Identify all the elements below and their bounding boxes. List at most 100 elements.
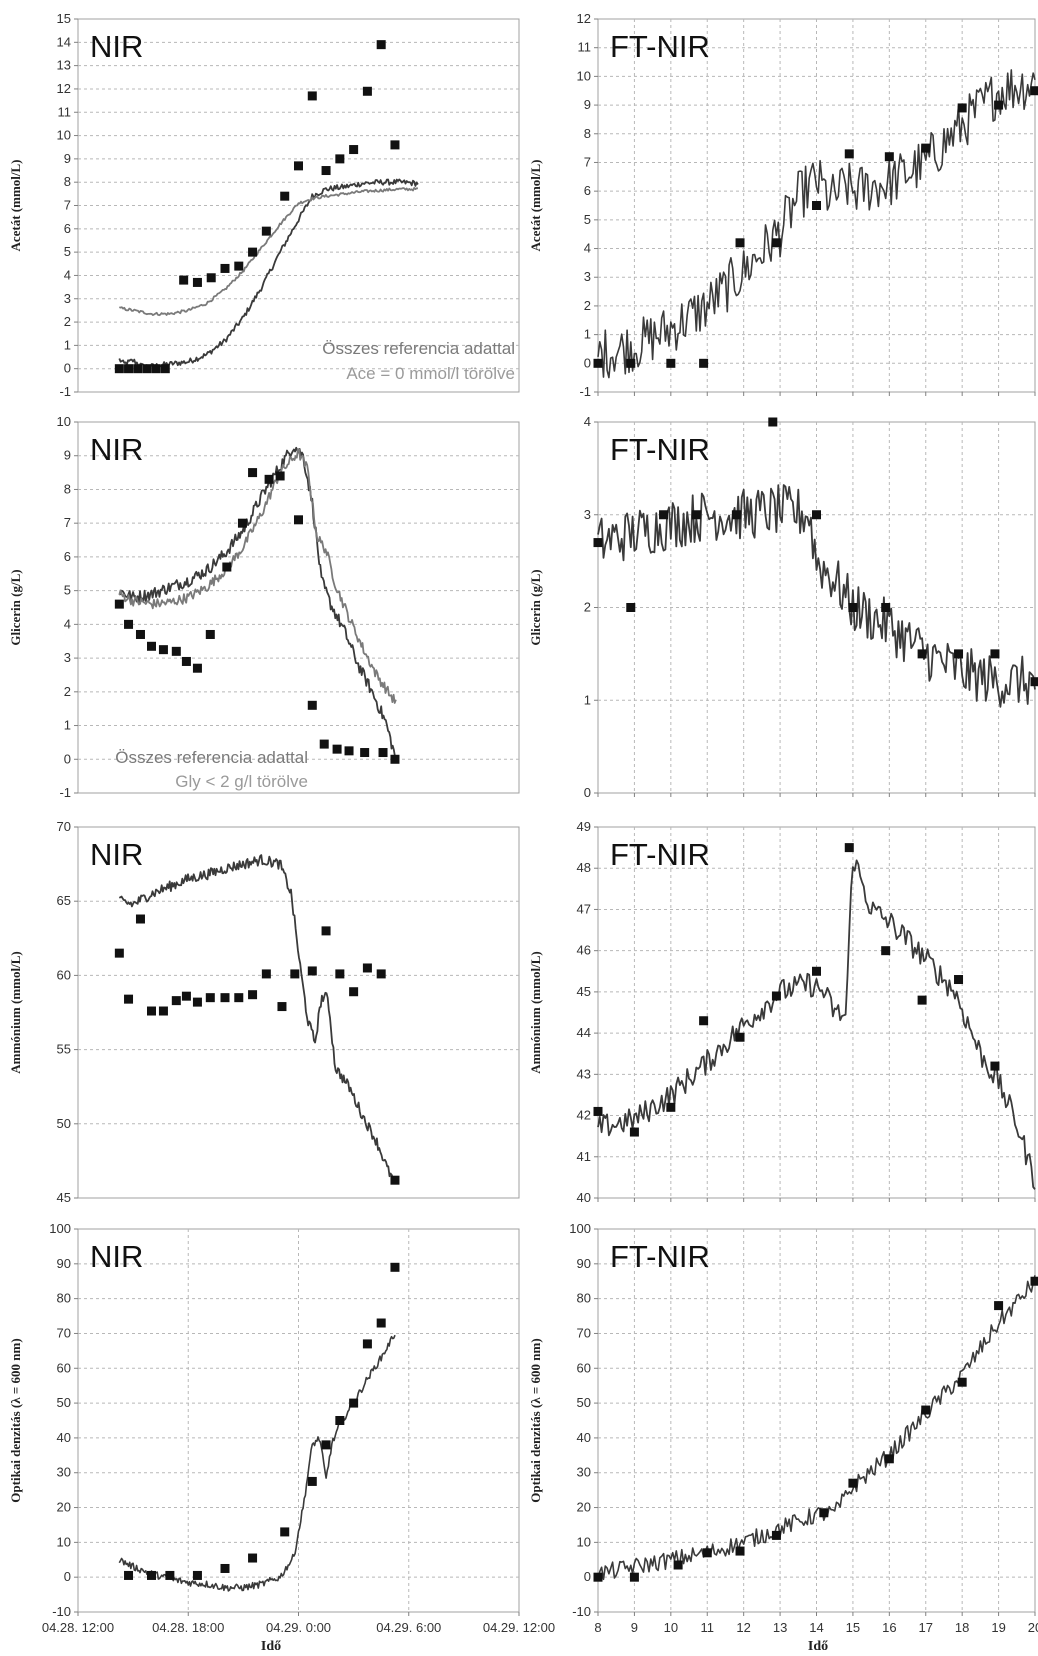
data-point <box>165 1570 175 1580</box>
y-tick-label: 40 <box>577 1190 591 1205</box>
data-point <box>335 1416 345 1425</box>
y-tick-label: 50 <box>57 1395 71 1410</box>
data-point <box>848 1478 858 1488</box>
x-tick-label: 04.29. 6:00 <box>376 1620 441 1635</box>
data-point <box>994 100 1004 110</box>
y-tick-label: 9 <box>64 448 71 463</box>
y-tick-label: 7 <box>64 515 71 530</box>
data-point <box>319 739 329 749</box>
x-tick-label: 19 <box>991 1620 1005 1635</box>
chart-panel-ftnir-od: -10 0 10 20 30 40 50 60 70 80 90 100 8 9 10 11 12 13 14 15 1… <box>528 1221 1038 1635</box>
data-point <box>158 645 168 655</box>
data-point <box>261 969 271 979</box>
data-point <box>275 471 285 481</box>
y-tick-label: 60 <box>577 1360 591 1375</box>
y-tick-label: 3 <box>584 269 591 284</box>
x-tick-label: 18 <box>955 1620 969 1635</box>
y-axis-label: Ammónium (mmol/L) <box>8 951 23 1073</box>
x-tick-label: 15 <box>846 1620 860 1635</box>
y-tick-label: -10 <box>572 1604 591 1619</box>
data-point <box>771 991 781 1001</box>
y-tick-label: 6 <box>64 549 71 564</box>
data-point <box>666 1102 676 1112</box>
y-tick-label: 40 <box>57 1430 71 1445</box>
data-point <box>160 364 170 374</box>
y-tick-label: 5 <box>584 212 591 227</box>
x-tick-label: 04.29. 0:00 <box>266 1620 331 1635</box>
data-point <box>362 1339 372 1349</box>
y-tick-label: 10 <box>577 68 591 83</box>
data-point <box>699 1016 709 1026</box>
y-tick-label: 5 <box>64 244 71 259</box>
annotation: Gly < 2 g/l törölve <box>175 772 308 791</box>
data-point <box>629 1572 639 1582</box>
data-point <box>335 154 345 164</box>
data-point <box>957 103 967 113</box>
panel-title: NIR <box>90 837 143 872</box>
y-tick-label: 4 <box>584 241 591 256</box>
y-tick-label: 20 <box>57 1500 71 1515</box>
y-tick-label: -10 <box>52 1604 71 1619</box>
data-point <box>171 996 181 1006</box>
x-tick-label: 14 <box>809 1620 823 1635</box>
data-point <box>1030 677 1038 687</box>
data-point <box>1030 1276 1038 1286</box>
data-point <box>917 649 927 659</box>
y-tick-label: 4 <box>584 414 591 429</box>
data-point <box>158 1006 168 1016</box>
y-tick-label: 80 <box>577 1291 591 1306</box>
y-tick-label: 70 <box>577 1325 591 1340</box>
y-tick-label: 7 <box>584 154 591 169</box>
series-line-1 <box>118 448 397 704</box>
y-tick-label: 60 <box>57 1360 71 1375</box>
x-tick-label: 9 <box>631 1620 638 1635</box>
y-tick-label: 43 <box>577 1066 591 1081</box>
y-tick-label: 0 <box>584 1569 591 1584</box>
data-point <box>812 201 821 210</box>
y-tick-label: 45 <box>57 1190 71 1205</box>
y-tick-label: 2 <box>584 600 591 615</box>
data-point <box>390 1175 400 1185</box>
data-point <box>124 1570 134 1580</box>
plot-area <box>77 421 520 794</box>
y-tick-label: 14 <box>57 34 71 49</box>
x-tick-label: 10 <box>664 1620 678 1635</box>
data-point <box>234 261 244 271</box>
data-point <box>844 843 854 853</box>
data-point <box>280 1527 290 1537</box>
data-point <box>147 641 156 651</box>
y-axis-label: Acetát (mmol/L) <box>528 159 543 251</box>
data-point <box>220 263 230 273</box>
data-point <box>220 993 230 1003</box>
y-tick-label: 2 <box>584 298 591 313</box>
data-point <box>735 1032 745 1042</box>
y-tick-label: 70 <box>57 819 71 834</box>
data-point <box>659 510 669 520</box>
x-axis-label-right: Idő <box>808 1639 828 1654</box>
panel-title: FT-NIR <box>610 29 710 64</box>
y-tick-label: 55 <box>57 1042 71 1057</box>
y-tick-label: 4 <box>64 616 71 631</box>
data-point <box>248 1553 258 1563</box>
data-point <box>147 1006 156 1016</box>
data-point <box>731 510 741 520</box>
data-point <box>332 744 342 754</box>
panel-title: FT-NIR <box>610 1239 710 1274</box>
data-point <box>114 599 124 609</box>
data-point <box>844 149 854 159</box>
y-tick-label: 10 <box>57 414 71 429</box>
data-point <box>349 145 359 155</box>
data-point <box>735 238 745 248</box>
data-point <box>702 1548 712 1558</box>
y-tick-label: 41 <box>577 1149 591 1164</box>
chart-panel-nir-glicerin: -1 0 1 2 3 4 5 6 7 8 9 10 Összes referencia adattal G… <box>8 414 520 800</box>
y-tick-label: 8 <box>584 126 591 141</box>
y-tick-label: 49 <box>577 819 591 834</box>
data-point <box>321 166 331 176</box>
data-point <box>921 143 931 153</box>
x-tick-label: 04.28. 12:00 <box>42 1620 114 1635</box>
data-point <box>133 364 143 374</box>
data-point <box>179 275 189 285</box>
plot-area <box>77 826 520 1199</box>
data-point <box>378 748 388 758</box>
